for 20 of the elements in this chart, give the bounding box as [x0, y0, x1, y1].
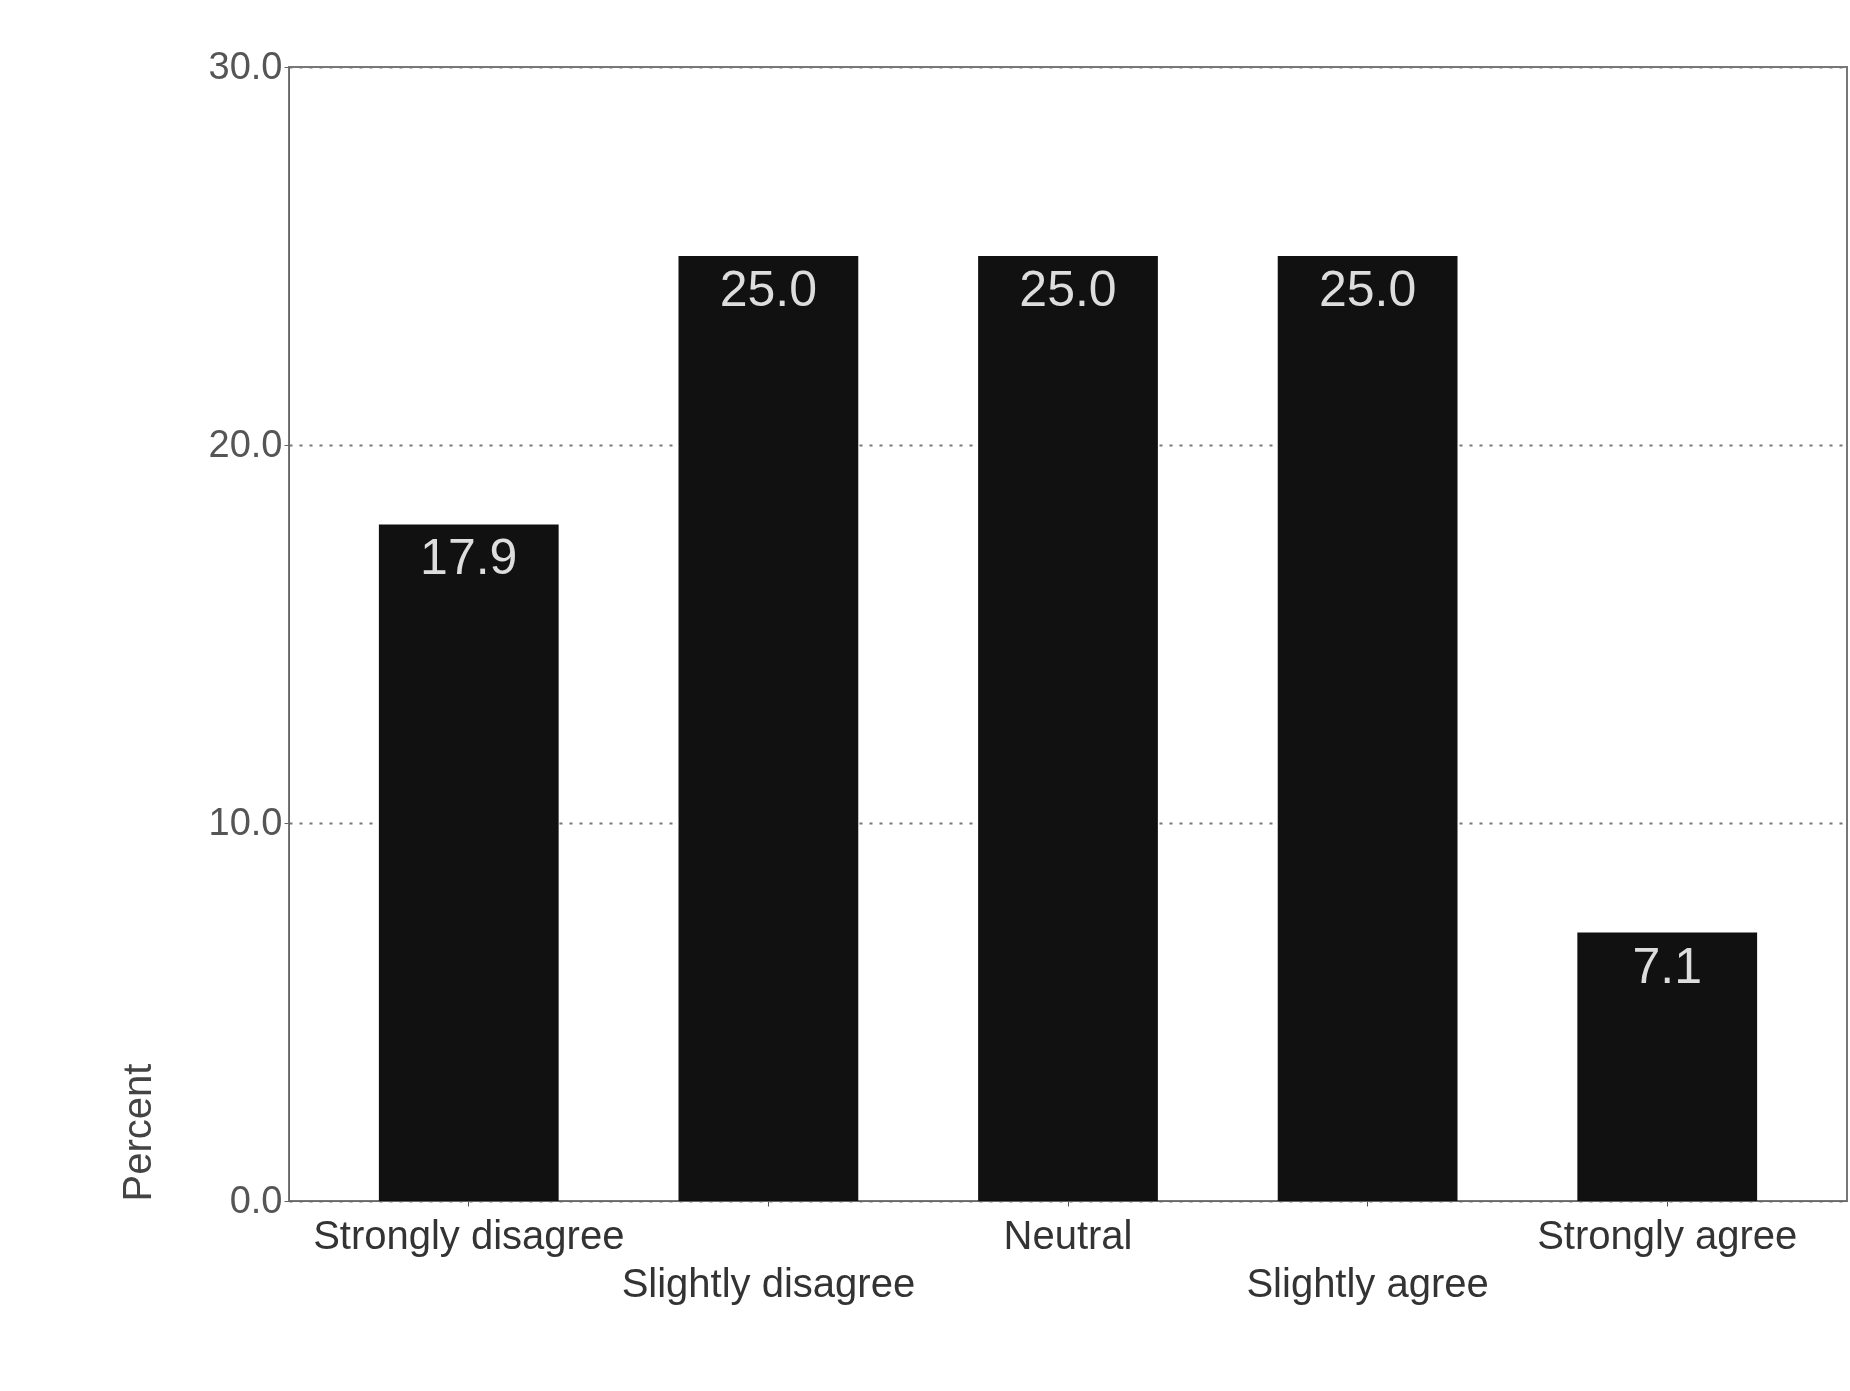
bar: [378, 524, 559, 1201]
data-label: 25.0: [1318, 261, 1417, 317]
y-axis-title: Percent: [114, 1063, 159, 1202]
data-label: 7.1: [1632, 937, 1702, 994]
y-tick-label: 20.0: [208, 422, 283, 465]
bar: [678, 256, 859, 1201]
x-tick-label: Slightly agree: [1246, 1260, 1489, 1305]
y-tick-label: 0.0: [229, 1178, 283, 1221]
data-label: 17.9: [420, 529, 518, 586]
bar: [1577, 932, 1758, 1201]
y-tick-label: 10.0: [208, 800, 283, 843]
bar: [978, 256, 1158, 1201]
data-label: 25.0: [719, 261, 818, 317]
x-tick-label: Slightly disagree: [621, 1260, 916, 1305]
y-tick-label: 30.0: [208, 44, 283, 87]
x-tick-label: Strongly agree: [1537, 1212, 1798, 1257]
x-tick-label: Strongly disagree: [313, 1212, 625, 1257]
x-tick-label: Neutral: [1003, 1212, 1133, 1257]
data-label: 25.0: [1019, 261, 1117, 317]
bar: [1277, 256, 1458, 1201]
